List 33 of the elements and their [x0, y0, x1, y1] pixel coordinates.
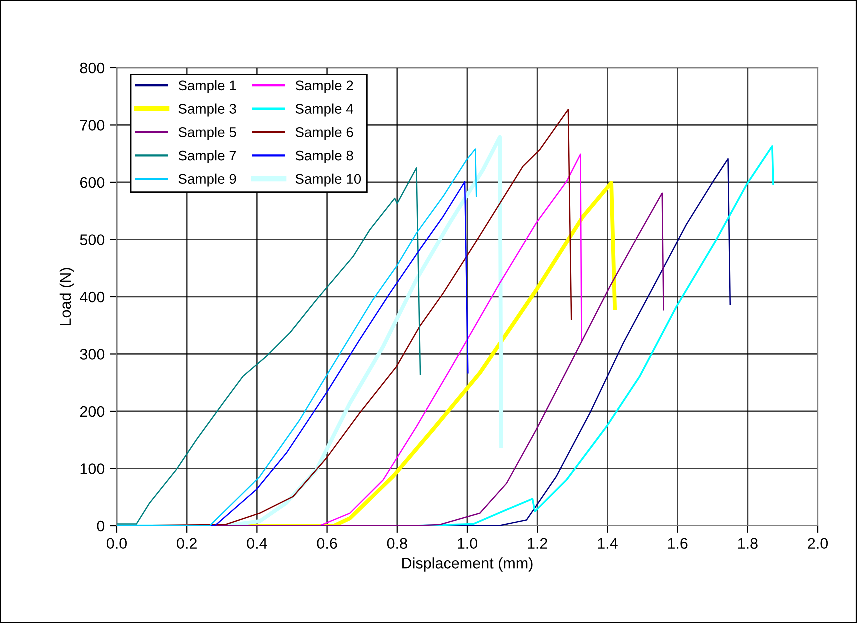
- legend-label: Sample 2: [296, 80, 354, 94]
- x-tick-label: 1.4: [598, 538, 618, 549]
- x-tick-label: 1.0: [458, 538, 478, 550]
- y-tick-label: 500: [80, 234, 105, 246]
- legend-label: Sample 4: [296, 104, 354, 117]
- y-tick-label: 800: [80, 62, 105, 74]
- y-tick-label: 300: [80, 349, 105, 360]
- x-tick-label: 1.6: [668, 538, 688, 550]
- legend-label: Sample 1: [178, 80, 236, 94]
- x-tick-label: 1.2: [528, 538, 548, 549]
- x-tick-label: 1.8: [738, 538, 758, 550]
- legend-label: Sample 8: [296, 150, 354, 164]
- y-tick-label: 700: [80, 120, 105, 131]
- legend-label: Sample 5: [178, 127, 236, 140]
- x-tick-label: 2.0: [808, 538, 828, 550]
- y-tick-label: 0: [97, 520, 105, 532]
- y-tick-label: 100: [80, 464, 105, 474]
- y-tick-label: 200: [80, 406, 105, 418]
- y-axis-title: Load (N): [60, 268, 74, 326]
- legend-label: Sample 3: [178, 104, 236, 117]
- x-tick-label: 0.4: [247, 538, 268, 550]
- legend-label: Sample 9: [178, 174, 236, 187]
- y-tick-label: 600: [80, 177, 105, 188]
- legend-label: Sample 6: [296, 127, 354, 140]
- y-tick-label: 400: [80, 292, 105, 303]
- line-series: [116, 168, 422, 525]
- legend-label: Sample 7: [178, 150, 236, 164]
- x-tick-label: 0.6: [317, 538, 338, 550]
- x-axis-title: Displacement (mm): [402, 558, 533, 572]
- x-tick-label: 0.2: [177, 538, 197, 550]
- x-tick-label: 0.0: [106, 538, 128, 550]
- x-tick-label: 0.8: [387, 538, 408, 550]
- legend-label: Sample 10: [296, 174, 362, 187]
